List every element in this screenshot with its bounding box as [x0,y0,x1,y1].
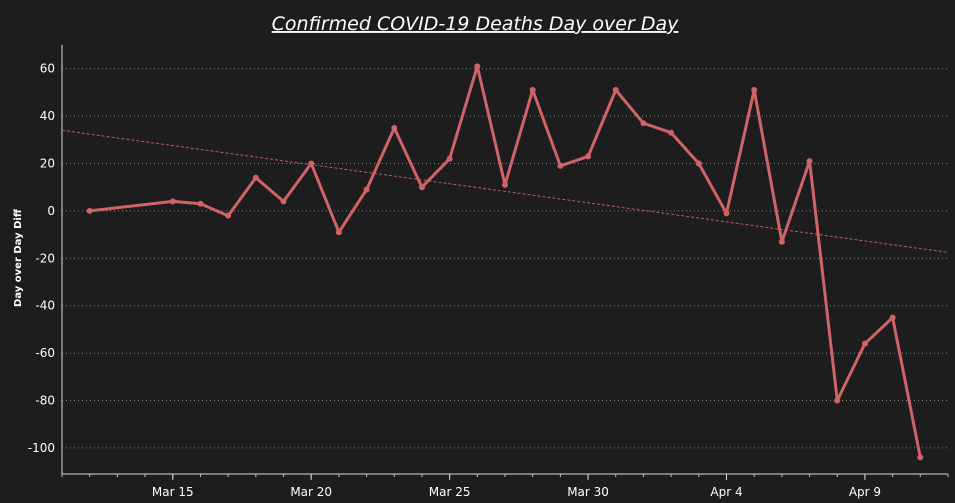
data-point[interactable] [861,340,868,347]
data-point[interactable] [806,158,813,165]
x-tick-label: Mar 15 [152,485,194,499]
y-tick-label: -100 [28,441,55,455]
data-point[interactable] [751,87,758,94]
y-tick-label: 0 [47,204,55,218]
chart-title: Confirmed COVID-19 Deaths Day over Day [272,13,679,35]
y-axis-label: Day over Day Diff [13,208,24,307]
x-tick-label: Apr 4 [710,485,742,499]
data-point[interactable] [446,155,453,162]
data-point[interactable] [225,212,232,219]
gridlines [62,68,948,449]
data-point[interactable] [917,454,924,461]
y-tick-label: -60 [35,346,55,360]
series-group [86,63,924,461]
data-point[interactable] [391,124,398,131]
x-tick-label: Mar 25 [429,485,471,499]
data-point[interactable] [502,181,508,188]
data-point[interactable] [335,229,342,236]
data-point[interactable] [557,162,564,169]
data-point[interactable] [363,186,370,193]
axes [61,45,948,475]
x-tick-label: Mar 20 [290,485,332,499]
x-axis-ticks: Mar 15 Mar 20 Mar 25 Mar 30 Apr 4 Apr 9 [61,474,949,499]
data-point[interactable] [418,184,425,191]
data-point[interactable] [668,129,675,136]
data-point[interactable] [308,160,315,167]
data-point[interactable] [280,198,287,205]
x-tick-label: Mar 30 [567,485,609,499]
data-point[interactable] [695,160,702,167]
data-point[interactable] [612,87,619,94]
data-point[interactable] [169,198,176,205]
y-tick-label: -20 [35,251,55,265]
data-point[interactable] [834,397,841,404]
data-point[interactable] [197,200,204,207]
data-point[interactable] [474,63,481,70]
y-tick-label: 20 [40,157,55,171]
trend-line [61,129,949,253]
y-tick-label: -80 [35,394,55,408]
series-line [88,64,922,459]
y-tick-labels: 60 40 20 0 -20 -40 -60 -80 -100 [28,62,55,455]
data-point[interactable] [529,87,536,94]
y-tick-label: 60 [40,62,55,76]
data-point[interactable] [723,210,730,217]
data-point[interactable] [778,238,785,245]
y-tick-label: -40 [35,299,55,313]
x-tick-label: Apr 9 [849,485,881,499]
data-point[interactable] [252,174,259,181]
data-point[interactable] [889,314,896,321]
data-point[interactable] [585,153,592,160]
y-tick-label: 40 [40,109,55,123]
data-point[interactable] [86,207,93,214]
trend-line-group [61,129,949,253]
data-point[interactable] [640,120,647,127]
